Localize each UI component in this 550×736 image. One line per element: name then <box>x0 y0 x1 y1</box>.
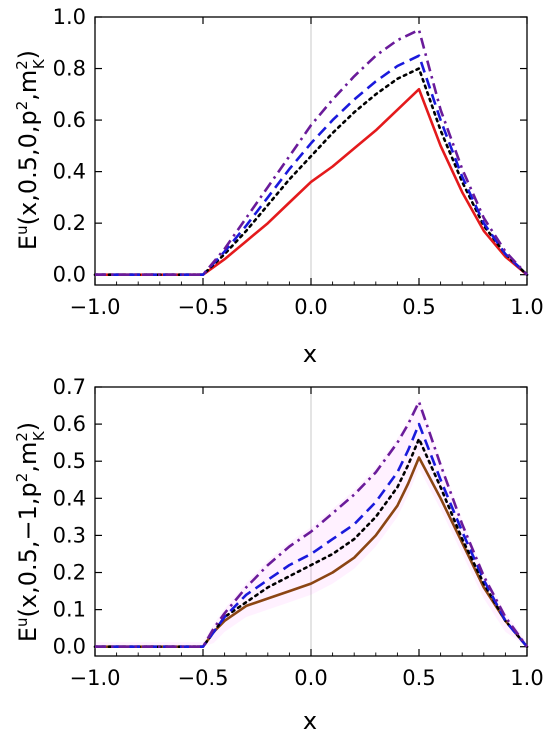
series-line-3 <box>95 422 528 648</box>
chart-panel-top: x Eu(x,0.5,0,p2,m2K) −1.0 −0.5 0.0 0.5 1.00.… <box>13 5 544 368</box>
series-line-2 <box>93 67 529 276</box>
y-title-args: (x,0.5,0,p <box>14 110 42 225</box>
x-tick-label: −1.0 <box>70 295 121 319</box>
y-tick-label: 0.3 <box>53 523 86 547</box>
y-tick-label: 0.8 <box>53 57 86 81</box>
series-line-2 <box>93 437 529 648</box>
y-tick-label: 0.5 <box>53 449 86 473</box>
y-title-m-exp: 2 <box>13 60 31 70</box>
x-tick-label: 0.5 <box>402 666 435 690</box>
y-title-sup: u <box>13 617 31 627</box>
y-title-m-sub: K <box>30 58 48 69</box>
y-title-sep: ,m <box>14 70 42 101</box>
y-title-p-exp: 2 <box>13 101 31 111</box>
x-axis-title: x <box>303 707 317 735</box>
series-line-4 <box>95 28 528 276</box>
x-axis-title: x <box>303 340 317 368</box>
x-tick-label: 0.0 <box>294 295 327 319</box>
y-title-sep: ,m <box>14 442 42 473</box>
x-tick-label: 1.0 <box>510 666 543 690</box>
y-tick-label: 0.4 <box>53 160 86 184</box>
series-line-1 <box>95 87 528 276</box>
y-tick-label: 0.0 <box>53 635 86 659</box>
y-axis-title: Eu(x,0.5,−1,p2,m2K) <box>13 422 48 642</box>
y-tick-label: 0.6 <box>53 412 86 436</box>
y-axis-title: Eu(x,0.5,0,p2,m2K) <box>13 50 48 250</box>
y-title-main: E <box>14 627 42 642</box>
x-tick-label: −1.0 <box>70 666 121 690</box>
y-title-m-sub: K <box>30 430 48 441</box>
x-tick-label: 1.0 <box>510 295 543 319</box>
x-tick-label: 0.0 <box>294 666 327 690</box>
y-title-args: (x,0.5,−1,p <box>14 482 42 617</box>
x-tick-label: −0.5 <box>178 295 229 319</box>
y-tick-label: 0.1 <box>53 598 86 622</box>
y-tick-label: 1.0 <box>53 5 86 29</box>
y-title-main: E <box>14 235 42 250</box>
series-line-4 <box>95 400 529 648</box>
y-tick-label: 0.2 <box>53 211 86 235</box>
series-line-3 <box>95 54 528 276</box>
y-title-sup: u <box>13 225 31 235</box>
y-title-close: ) <box>14 422 42 431</box>
y-tick-label: 0.7 <box>53 375 86 399</box>
y-tick-label: 0.4 <box>53 486 86 510</box>
y-title-close: ) <box>14 50 42 59</box>
y-tick-label: 0.6 <box>53 108 86 132</box>
x-tick-label: −0.5 <box>178 666 229 690</box>
y-title-p-exp: 2 <box>13 473 31 483</box>
series-line-1 <box>95 456 528 648</box>
y-tick-label: 0.2 <box>53 561 86 585</box>
chart-panel-bottom: x Eu(x,0.5,−1,p2,m2K) −1.0 −0.5 0.0 0.5 1.00… <box>13 375 544 735</box>
y-tick-label: 0.0 <box>53 263 86 287</box>
x-tick-label: 0.5 <box>402 295 435 319</box>
y-title-m-exp: 2 <box>13 432 31 442</box>
